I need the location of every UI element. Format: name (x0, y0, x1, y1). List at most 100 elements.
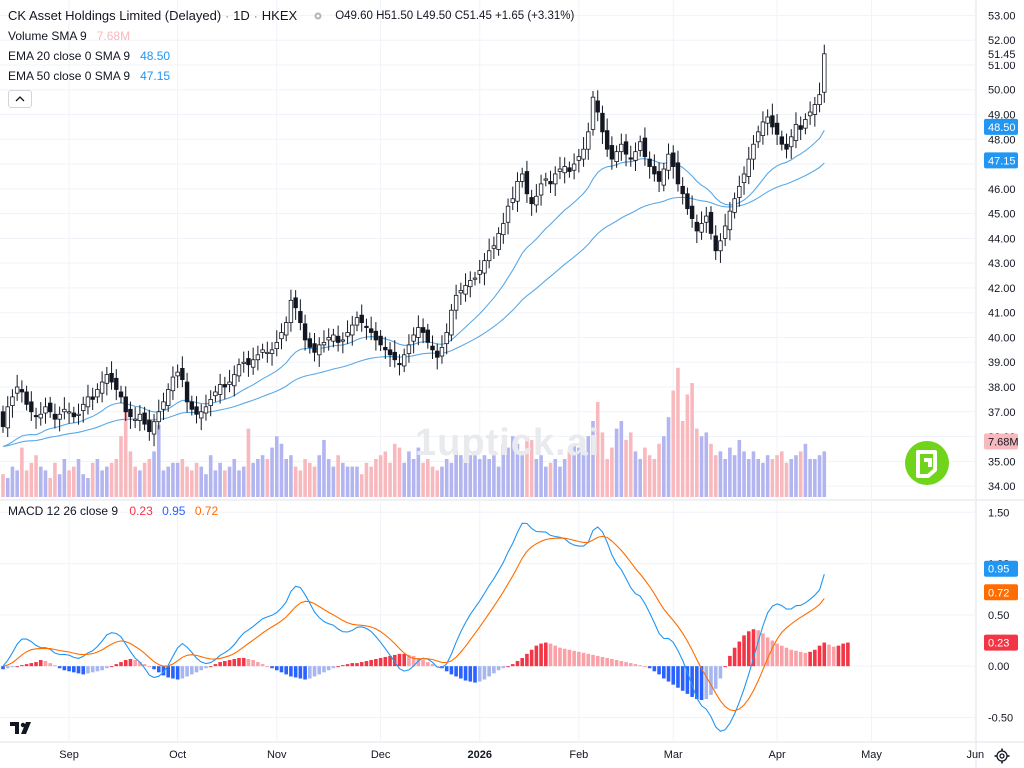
candle[interactable] (269, 342, 275, 366)
candle[interactable] (793, 112, 799, 149)
candle[interactable] (680, 177, 685, 205)
candle[interactable] (194, 396, 199, 424)
candle[interactable] (543, 172, 548, 187)
candle[interactable] (321, 330, 327, 353)
candle[interactable] (0, 405, 6, 433)
candle[interactable] (590, 90, 596, 136)
candle[interactable] (420, 318, 426, 344)
candle[interactable] (265, 341, 270, 363)
candle[interactable] (604, 118, 610, 157)
candle[interactable] (737, 175, 742, 207)
candle[interactable] (76, 403, 81, 425)
candle[interactable] (317, 337, 322, 367)
candle[interactable] (335, 325, 341, 352)
candle[interactable] (520, 167, 525, 188)
candle[interactable] (364, 318, 369, 340)
candle[interactable] (496, 227, 501, 256)
candle[interactable] (463, 273, 468, 302)
candle[interactable] (128, 401, 133, 429)
candle[interactable] (236, 358, 242, 383)
candle[interactable] (19, 380, 25, 403)
candle[interactable] (416, 315, 421, 346)
candle[interactable] (704, 206, 709, 233)
candle[interactable] (562, 157, 567, 184)
candle[interactable] (222, 376, 228, 400)
candle[interactable] (411, 327, 416, 354)
candle[interactable] (453, 284, 459, 320)
candle[interactable] (48, 396, 53, 418)
tradingview-logo-icon[interactable] (8, 718, 34, 738)
eye-icon[interactable] (311, 11, 325, 21)
candle[interactable] (642, 127, 648, 166)
candle[interactable] (165, 383, 171, 412)
candle[interactable] (656, 162, 662, 193)
candle[interactable] (741, 166, 747, 195)
candle[interactable] (822, 44, 827, 103)
candle[interactable] (722, 213, 728, 247)
candle[interactable] (203, 394, 209, 421)
candle[interactable] (331, 328, 336, 348)
candle[interactable] (118, 385, 124, 404)
candle[interactable] (557, 156, 563, 180)
candle[interactable] (383, 336, 388, 360)
candle[interactable] (279, 323, 284, 350)
candle[interactable] (708, 206, 714, 240)
candle[interactable] (619, 133, 624, 161)
candle[interactable] (784, 133, 789, 159)
candle[interactable] (302, 314, 308, 351)
candle[interactable] (43, 397, 48, 424)
candle[interactable] (600, 105, 605, 144)
candle[interactable] (449, 304, 454, 342)
ema50-legend[interactable]: EMA 50 close 0 SMA 9 47.15 (8, 69, 171, 83)
macd-legend[interactable]: MACD 12 26 close 9 0.23 0.95 0.72 (8, 504, 219, 518)
interval[interactable]: 1D (233, 8, 250, 23)
candle[interactable] (57, 406, 62, 432)
candle[interactable] (430, 335, 435, 360)
candle[interactable] (147, 409, 152, 441)
candle[interactable] (666, 143, 671, 180)
candle[interactable] (458, 282, 464, 306)
candle[interactable] (283, 316, 289, 342)
candle[interactable] (109, 361, 114, 390)
candle[interactable] (482, 252, 487, 286)
candle[interactable] (718, 233, 723, 263)
candle[interactable] (439, 335, 445, 364)
candle[interactable] (444, 323, 449, 355)
candle[interactable] (85, 384, 91, 415)
candle[interactable] (312, 333, 317, 362)
volume-legend[interactable]: Volume SMA 9 7.68M (8, 29, 131, 43)
candle[interactable] (803, 113, 808, 135)
candle[interactable] (10, 389, 15, 418)
candle[interactable] (156, 399, 161, 430)
candle[interactable] (468, 271, 473, 298)
candle[interactable] (628, 145, 633, 167)
candle[interactable] (515, 172, 520, 212)
candle[interactable] (501, 212, 506, 244)
symbol-row[interactable]: CK Asset Holdings Limited (Delayed) · 1D… (8, 6, 574, 26)
candle[interactable] (208, 390, 213, 417)
candle[interactable] (671, 145, 676, 179)
candle[interactable] (746, 146, 751, 185)
candle[interactable] (132, 407, 138, 429)
candle[interactable] (491, 236, 497, 259)
candle[interactable] (250, 347, 256, 375)
candle[interactable] (553, 166, 558, 197)
candle[interactable] (397, 354, 402, 376)
candle[interactable] (567, 161, 572, 178)
candle[interactable] (614, 145, 619, 168)
candle[interactable] (652, 154, 657, 182)
candle[interactable] (595, 90, 600, 122)
candle[interactable] (774, 114, 780, 145)
candle[interactable] (581, 137, 586, 167)
candle[interactable] (99, 371, 105, 403)
candle[interactable] (770, 103, 775, 135)
candle[interactable] (81, 396, 86, 423)
candle[interactable] (274, 330, 279, 357)
candle[interactable] (175, 364, 180, 388)
candle[interactable] (779, 130, 784, 151)
candle[interactable] (350, 315, 355, 346)
candle[interactable] (90, 387, 95, 411)
candle[interactable] (765, 109, 770, 136)
candle[interactable] (425, 323, 430, 349)
candle[interactable] (661, 162, 666, 192)
